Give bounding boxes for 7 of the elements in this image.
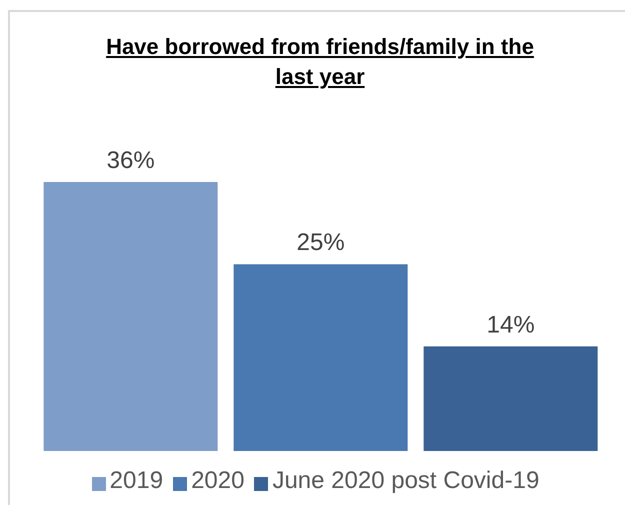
data-label: 36%	[106, 147, 155, 174]
legend-label: 2019	[110, 467, 164, 494]
legend-label: June 2020 post Covid-19	[272, 467, 540, 494]
chart-title: Have borrowed from friends/family in the last year	[105, 33, 535, 91]
legend-label: 2020	[191, 467, 244, 494]
data-label: 14%	[486, 311, 535, 338]
data-label: 25%	[296, 229, 345, 256]
